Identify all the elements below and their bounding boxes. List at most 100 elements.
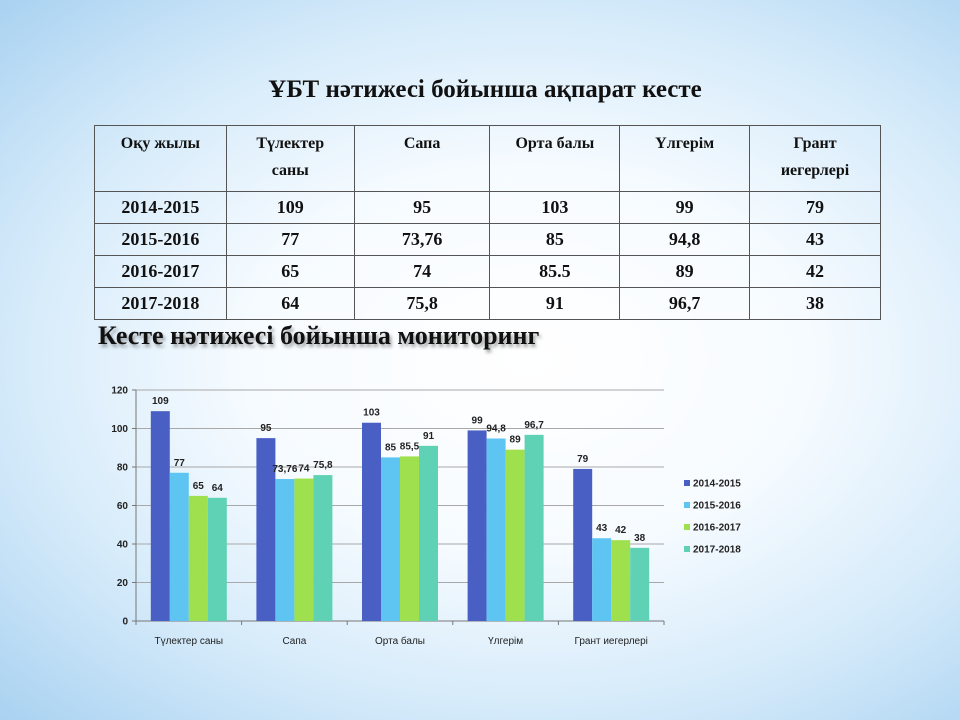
data-label: 85,5 <box>400 441 420 452</box>
x-category-label: Сапа <box>282 636 306 647</box>
x-category-label: Грант иегерлері <box>574 636 647 647</box>
bar <box>573 468 593 621</box>
bar <box>188 495 208 621</box>
y-tick-label: 120 <box>111 386 128 397</box>
data-label: 42 <box>615 525 627 536</box>
table-cell: 89 <box>619 255 751 288</box>
bar <box>381 457 400 621</box>
data-label: 99 <box>472 415 484 426</box>
bar <box>467 430 487 621</box>
x-category-label: Түлектер саны <box>154 636 223 647</box>
data-label: 91 <box>423 431 435 442</box>
bar <box>486 438 506 621</box>
chart-heading: Кесте нәтижесі бойынша мониторинг <box>98 321 540 350</box>
data-label: 89 <box>510 435 522 446</box>
y-tick-label: 60 <box>117 501 129 512</box>
data-label: 65 <box>193 481 205 492</box>
bar <box>611 540 631 621</box>
column-header-graduates: Түлектер саны <box>225 125 355 192</box>
legend-entry: 2016-2017 <box>693 523 741 534</box>
data-label: 73,76 <box>272 464 297 475</box>
bar <box>400 456 419 621</box>
table-cell: 65 <box>225 255 355 288</box>
table-header-row: Оқу жылы Түлектер саны Сапа Орта балы Үл… <box>94 125 881 192</box>
data-label: 38 <box>634 533 646 544</box>
table-cell: 75,8 <box>353 287 491 320</box>
table-cell: 103 <box>489 191 621 224</box>
column-header-progress: Үлгерім <box>619 125 751 192</box>
table-cell: 77 <box>225 223 355 256</box>
table-cell: 38 <box>749 287 881 320</box>
bar <box>419 445 438 621</box>
table-cell: 64 <box>225 287 355 320</box>
bar <box>630 547 650 621</box>
bar <box>275 479 295 621</box>
bar <box>169 472 189 621</box>
table-cell: 2014-2015 <box>94 191 227 224</box>
bar <box>294 478 314 621</box>
table-cell: 2017-2018 <box>94 287 227 320</box>
data-label: 75,8 <box>313 460 333 471</box>
data-label: 96,7 <box>524 420 544 431</box>
table-cell: 91 <box>489 287 621 320</box>
column-header-grants: Грант иегерлері <box>749 125 881 192</box>
data-label: 109 <box>152 396 169 407</box>
table-cell: 96,7 <box>619 287 751 320</box>
bar <box>313 475 333 621</box>
legend-entry: 2015-2016 <box>693 501 741 512</box>
data-label: 74 <box>298 464 310 475</box>
table-cell: 95 <box>353 191 491 224</box>
bar <box>256 438 276 621</box>
bar <box>505 449 525 621</box>
data-label: 95 <box>260 423 272 434</box>
table-cell: 99 <box>619 191 751 224</box>
table-cell: 79 <box>749 191 881 224</box>
y-tick-label: 100 <box>111 424 128 435</box>
data-label: 103 <box>363 408 380 419</box>
y-tick-label: 20 <box>117 578 129 589</box>
results-table: Оқу жылы Түлектер саны Сапа Орта балы Үл… <box>94 125 881 320</box>
legend-entry: 2014-2015 <box>693 479 741 490</box>
x-category-label: Орта балы <box>375 635 425 647</box>
table-cell: 94,8 <box>619 223 751 256</box>
table-row: 2015-2016 77 73,76 85 94,8 43 <box>94 223 881 256</box>
data-label: 77 <box>174 458 186 469</box>
chart-legend: 2014-2015 2015-2016 2016-2017 2017-2018 <box>684 479 741 556</box>
legend-swatch <box>684 480 690 486</box>
bar <box>207 497 227 621</box>
table-cell: 42 <box>749 255 881 288</box>
table-cell: 74 <box>353 255 491 288</box>
table-cell: 43 <box>749 223 881 256</box>
legend-swatch <box>684 546 690 552</box>
table-row: 2017-2018 64 75,8 91 96,7 38 <box>94 287 881 320</box>
table-cell: 85 <box>489 223 621 256</box>
page-title: ҰБТ нәтижесі бойынша ақпарат кесте <box>268 76 702 103</box>
data-label: 79 <box>577 454 589 465</box>
x-category-label: Үлгерім <box>488 636 523 647</box>
bar-chart: 0 20 40 60 80 100 120 Түлектер саны Сапа Орта бал… <box>111 386 741 648</box>
y-tick-label: 0 <box>122 617 128 628</box>
table-cell: 109 <box>225 191 355 224</box>
data-label: 64 <box>212 483 224 494</box>
column-header-average: Орта балы <box>489 125 621 192</box>
y-tick-label: 40 <box>117 540 129 551</box>
legend-entry: 2017-2018 <box>693 545 741 556</box>
data-label: 43 <box>596 523 608 534</box>
table-row: 2014-2015 109 95 103 99 79 <box>94 191 881 224</box>
legend-swatch <box>684 502 690 508</box>
table-cell: 2016-2017 <box>94 255 227 288</box>
column-header-quality: Сапа <box>353 125 491 192</box>
chart-bars <box>150 411 650 621</box>
table-cell: 85.5 <box>489 255 621 288</box>
table-cell: 73,76 <box>353 223 491 256</box>
legend-swatch <box>684 524 690 530</box>
data-label: 94,8 <box>486 424 506 435</box>
bar <box>362 422 381 621</box>
bar <box>150 411 170 621</box>
bar <box>524 434 544 621</box>
table-row: 2016-2017 65 74 85.5 89 42 <box>94 255 881 288</box>
table-cell: 2015-2016 <box>94 223 227 256</box>
data-label: 85 <box>385 442 397 453</box>
column-header-year: Оқу жылы <box>94 125 227 192</box>
